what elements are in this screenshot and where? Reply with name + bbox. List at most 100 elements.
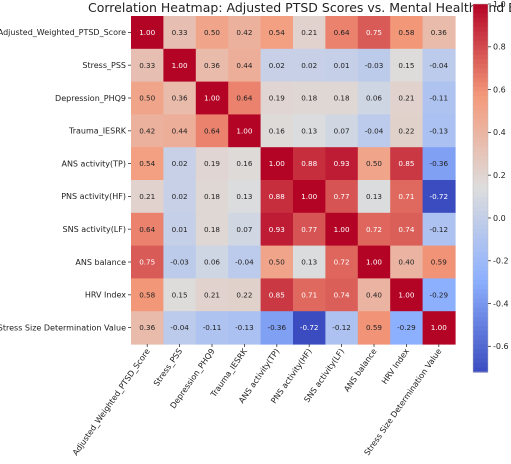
cell-value-label: 0.75: [139, 258, 155, 267]
cell-value-label: 0.88: [301, 159, 317, 168]
cell-value-label: 1.00: [301, 192, 317, 201]
heatmap-cell: [228, 278, 262, 312]
cell-value-label: 0.72: [334, 258, 350, 267]
colorbar-segment: [473, 303, 488, 309]
colorbar-segment: [473, 86, 488, 92]
heatmap-cell: [422, 180, 456, 214]
heatmap-cell: [260, 48, 294, 83]
heatmap-cell: [422, 278, 456, 312]
colorbar-tick-label: 0.0: [493, 214, 506, 223]
colorbar-segment: [473, 206, 488, 212]
heatmap-cell: [325, 245, 359, 279]
colorbar-segment: [473, 330, 488, 336]
cell-value-label: 0.02: [172, 159, 188, 168]
cell-value-label: -0.36: [267, 323, 286, 332]
cell-value-label: 0.36: [139, 323, 155, 332]
heatmap-cell: [260, 81, 294, 115]
heatmap-cell: [260, 180, 294, 214]
colorbar-tick-label: -0.2: [493, 257, 509, 266]
colorbar-segment: [473, 36, 488, 42]
heatmap-cell: [357, 147, 391, 181]
colorbar-segment: [473, 77, 488, 83]
heatmap-cell: [422, 16, 456, 50]
heatmap-cell: [195, 311, 229, 345]
colorbar-segment: [473, 326, 488, 332]
y-tick-label: Trauma_IESRK: [68, 127, 127, 136]
cell-value-label: 0.50: [269, 258, 285, 267]
heatmap-cell: [228, 16, 262, 50]
heatmap-cell: [163, 81, 197, 115]
cell-value-label: 0.19: [269, 94, 285, 103]
colorbar-segment: [473, 45, 488, 51]
cell-value-label: 0.15: [398, 61, 414, 70]
cell-value-label: 0.58: [139, 290, 155, 299]
cell-value-label: 0.18: [204, 192, 220, 201]
colorbar-tick-label: 1.0: [493, 0, 506, 9]
heatmap-cell: [228, 147, 262, 181]
colorbar-segment: [473, 63, 488, 69]
colorbar-segment: [473, 247, 488, 253]
heatmap-cell: [357, 278, 391, 312]
cell-value-label: -0.72: [300, 323, 319, 332]
heatmap-cell: [325, 180, 359, 214]
heatmap-cell: [131, 81, 164, 115]
y-tick-label: Adjusted_Weighted_PTSD_Score: [0, 28, 126, 37]
colorbar-segment: [473, 59, 488, 65]
heatmap-cell: [390, 114, 424, 148]
colorbar-tick-label: -0.6: [493, 342, 509, 351]
cell-value-label: 0.01: [172, 225, 188, 234]
cell-value-label: 0.75: [366, 28, 382, 37]
heatmap-cell: [390, 180, 424, 214]
colorbar-segment: [473, 335, 488, 341]
heatmap-cell: [422, 245, 456, 279]
heatmap-cell: [422, 212, 456, 247]
cell-value-label: -0.12: [332, 323, 351, 332]
colorbar-segment: [473, 50, 488, 56]
colorbar-segment: [473, 321, 488, 327]
heatmap-cell: [357, 311, 391, 345]
y-tick-label: Stress_PSS: [82, 61, 126, 70]
heatmap-cell: [325, 81, 359, 115]
colorbar-segment: [473, 142, 488, 148]
cell-value-label: 0.44: [236, 61, 252, 70]
heatmap-cell: [131, 212, 164, 247]
cell-value-label: 0.50: [204, 28, 220, 37]
heatmap-cell: [357, 81, 391, 115]
heatmap-cell: [131, 311, 164, 345]
heatmap-cell: [390, 212, 424, 247]
colorbar-segment: [473, 54, 488, 60]
colorbar-segment: [473, 137, 488, 143]
colorbar-tick-label: 0.4: [493, 128, 506, 137]
heatmap-cell: [293, 245, 326, 279]
colorbar-segment: [473, 211, 488, 217]
cell-value-label: 0.33: [139, 61, 155, 70]
colorbar-segment: [473, 257, 488, 263]
cell-value-label: 1.00: [431, 323, 447, 332]
colorbar-segment: [473, 270, 488, 276]
colorbar-segment: [473, 4, 488, 10]
heatmap-cell: [357, 180, 391, 214]
heatmap-cell: [293, 16, 326, 50]
colorbar-segment: [473, 188, 488, 194]
colorbar-segment: [473, 160, 488, 166]
heatmap-cell: [195, 180, 229, 214]
cell-value-label: -0.04: [429, 61, 448, 70]
cell-value-label: -0.11: [429, 94, 448, 103]
cell-value-label: -0.04: [170, 323, 189, 332]
heatmap-cell: [357, 245, 391, 279]
cell-value-label: 0.06: [204, 258, 220, 267]
colorbar-segment: [473, 27, 488, 33]
heatmap-cell: [228, 114, 262, 148]
colorbar-segment: [473, 128, 488, 134]
heatmap-cell: [131, 114, 164, 148]
colorbar-segment: [473, 73, 488, 79]
colorbar-segment: [473, 178, 488, 184]
heatmap-cell: [293, 278, 326, 312]
x-tick-label: ANS balance: [342, 347, 378, 394]
colorbar-segment: [473, 8, 488, 14]
heatmap-cell: [163, 278, 197, 312]
colorbar-segment: [473, 155, 488, 161]
colorbar-segment: [473, 358, 488, 364]
heatmap-cell: [390, 278, 424, 312]
colorbar-segment: [473, 68, 488, 74]
